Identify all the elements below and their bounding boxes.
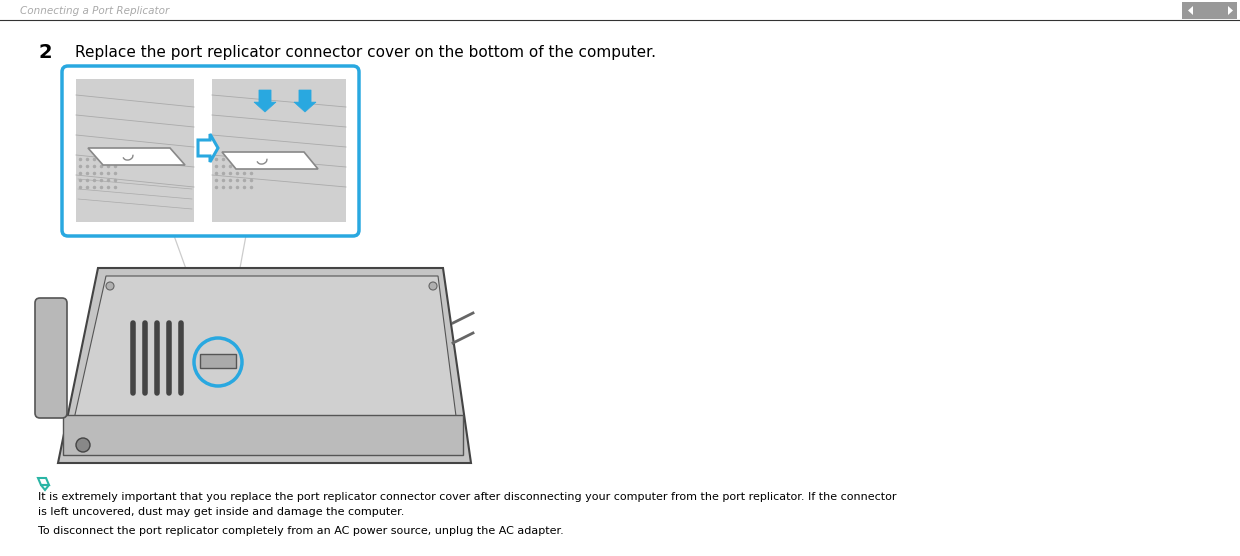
Bar <box>212 79 346 222</box>
Circle shape <box>76 438 91 452</box>
Circle shape <box>429 282 436 290</box>
Polygon shape <box>222 152 317 169</box>
Bar <box>200 354 236 368</box>
Polygon shape <box>1188 6 1193 15</box>
FancyBboxPatch shape <box>62 66 360 236</box>
Text: Connecting a Port Replicator: Connecting a Port Replicator <box>20 6 169 16</box>
Bar <box>1182 2 1238 19</box>
Text: 104: 104 <box>1197 4 1223 17</box>
Polygon shape <box>88 148 185 165</box>
Polygon shape <box>1228 6 1233 15</box>
Text: 2: 2 <box>38 42 52 62</box>
Polygon shape <box>66 276 461 455</box>
Polygon shape <box>198 134 218 162</box>
Circle shape <box>105 282 114 290</box>
Polygon shape <box>254 90 277 112</box>
Text: is left uncovered, dust may get inside and damage the computer.: is left uncovered, dust may get inside a… <box>38 507 404 517</box>
Polygon shape <box>58 268 471 463</box>
Bar <box>63 415 463 455</box>
FancyBboxPatch shape <box>35 298 67 418</box>
Text: To disconnect the port replicator completely from an AC power source, unplug the: To disconnect the port replicator comple… <box>38 526 564 536</box>
Bar <box>76 79 193 222</box>
Polygon shape <box>294 90 316 112</box>
Text: It is extremely important that you replace the port replicator connector cover a: It is extremely important that you repla… <box>38 492 897 502</box>
Text: Replace the port replicator connector cover on the bottom of the computer.: Replace the port replicator connector co… <box>74 44 656 59</box>
